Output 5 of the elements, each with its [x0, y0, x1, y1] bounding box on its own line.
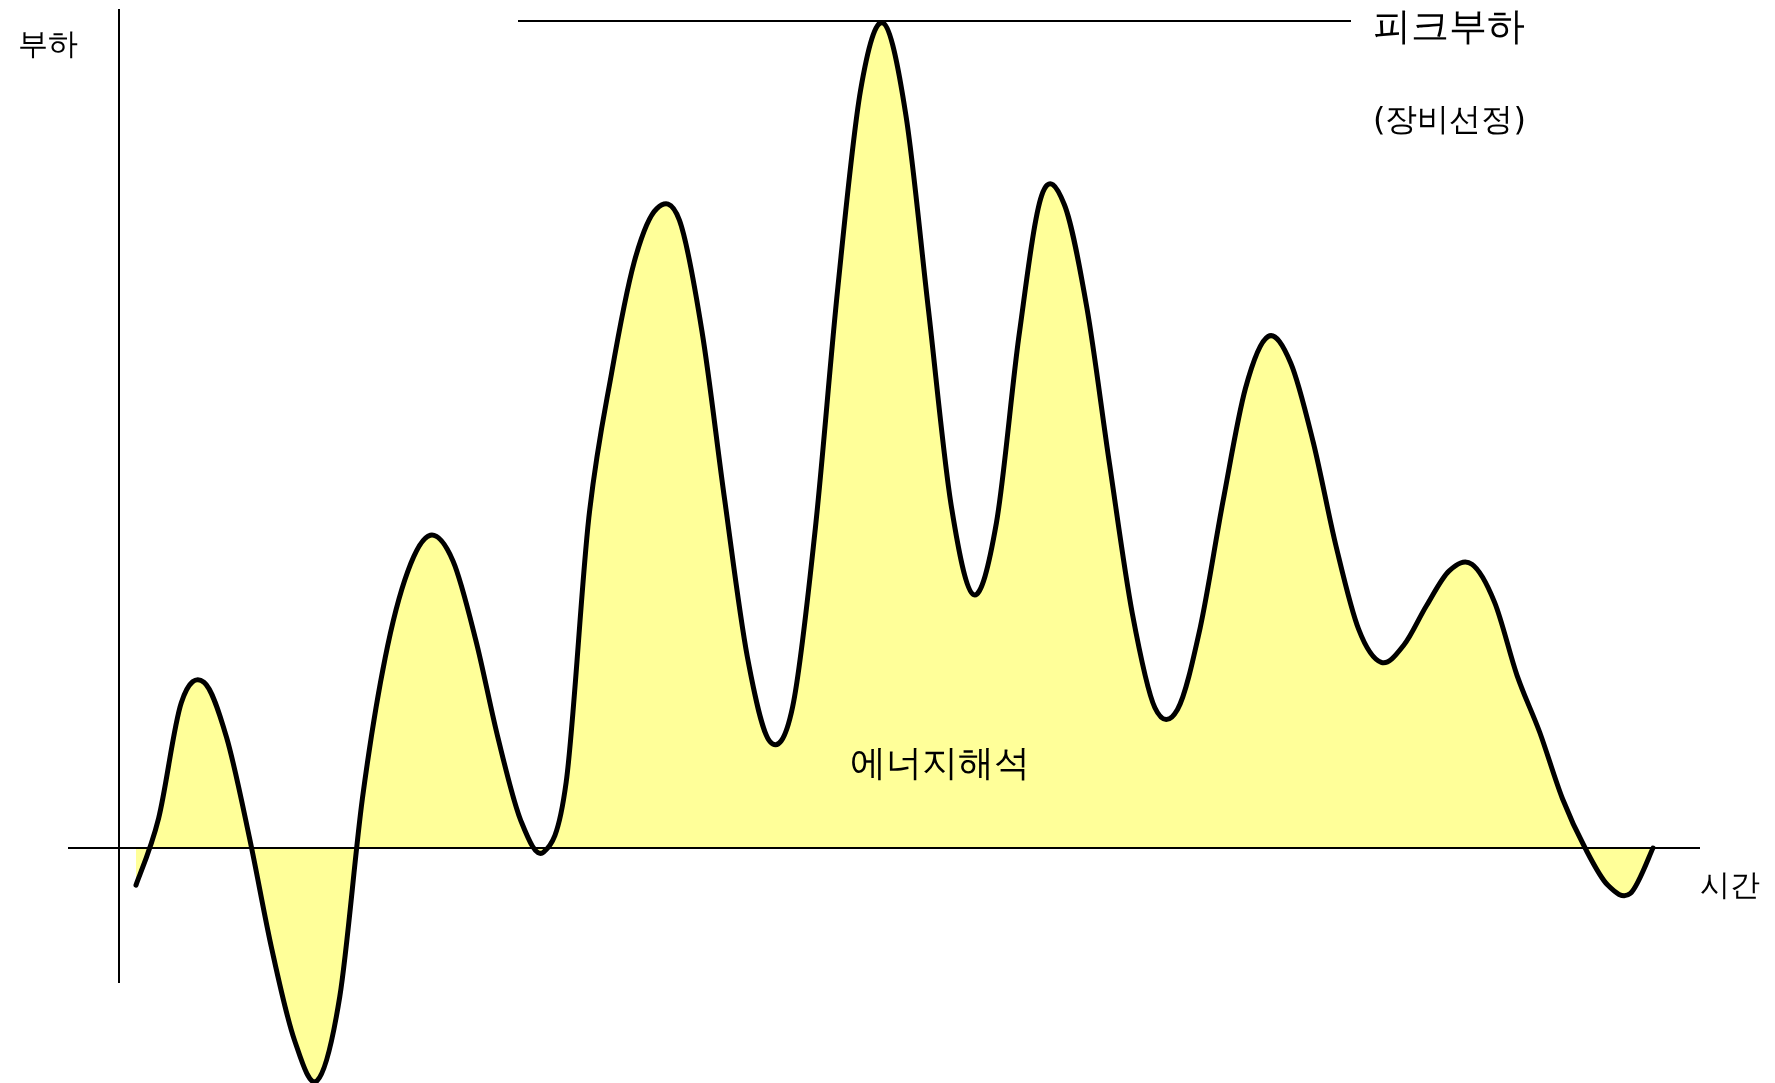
- ref-line-label: 피크부하: [1373, 4, 1525, 48]
- y-axis-title: 부하: [18, 26, 78, 61]
- annotation: 에너지해석: [850, 742, 1030, 783]
- x-axis-title: 시간: [1700, 867, 1760, 902]
- annotation: (장비선정): [1373, 100, 1526, 138]
